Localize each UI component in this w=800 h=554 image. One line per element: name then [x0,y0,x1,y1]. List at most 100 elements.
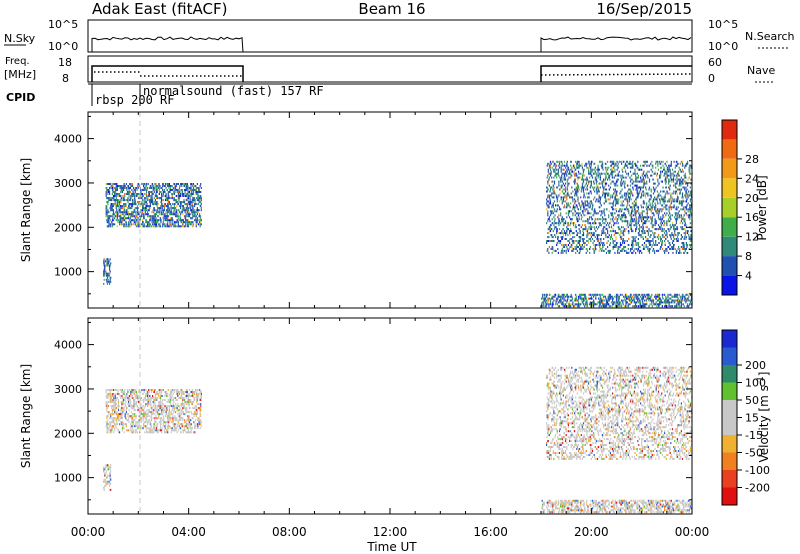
echo-cell [604,296,605,298]
echo-cell [609,244,610,246]
echo-cell [685,224,686,226]
echo-cell [682,179,683,181]
echo-cell [583,303,584,305]
echo-cell [147,211,148,213]
echo-cell [636,212,637,214]
echo-cell [630,300,631,302]
echo-cell [587,222,588,224]
echo-cell [664,228,665,230]
echo-cell [629,177,630,179]
echo-cell [576,240,577,242]
echo-cell [664,198,665,200]
echo-cell [669,198,670,200]
echo-cell [655,218,656,220]
echo-cell [642,173,643,175]
echo-cell [183,193,184,195]
echo-cell [646,298,647,300]
echo-cell [610,305,611,307]
echo-cell [586,167,587,169]
echo-cell [611,226,612,228]
echo-cell [648,305,649,307]
echo-cell [567,171,568,173]
echo-cell [190,189,191,191]
echo-cell [106,395,107,397]
echo-cell [190,221,191,223]
echo-cell [178,193,179,195]
echo-cell [575,300,576,302]
echo-cell [672,214,673,216]
echo-cell [163,211,164,213]
echo-cell [588,183,589,185]
echo-cell [620,216,621,218]
echo-cell [188,209,189,211]
echo-cell [618,210,619,212]
echo-cell [634,218,635,220]
echo-cell [192,185,193,187]
echo-cell [548,171,549,173]
echo-cell [580,303,581,305]
echo-cell [658,195,659,197]
echo-cell [575,175,576,177]
echo-cell [641,179,642,181]
echo-cell [654,250,655,252]
echo-cell [580,246,581,248]
echo-cell [554,214,555,216]
echo-cell [563,298,564,300]
echo-cell [690,167,691,169]
echo-cell [609,252,610,254]
echo-cell [178,209,179,211]
echo-cell [145,189,146,191]
echo-cell [664,175,665,177]
echo-cell [106,281,107,283]
echo-cell [586,300,587,302]
echo-cell [678,179,679,181]
echo-cell [612,214,613,216]
echo-cell [554,175,555,177]
echo-cell [647,246,648,248]
echo-cell [638,298,639,300]
echo-cell [549,185,550,187]
echo-cell [571,218,572,220]
echo-cell [197,203,198,205]
echo-cell [636,294,637,296]
echo-cell [591,228,592,230]
echo-cell [178,225,179,227]
echo-cell [598,198,599,200]
echo-cell [610,202,611,204]
echo-cell [167,217,168,219]
echo-cell [124,197,125,199]
echo-cell [643,177,644,179]
echo-cell [159,213,160,215]
echo-cell [605,175,606,177]
echo-cell [636,210,637,212]
echo-cell [546,300,547,302]
echo-cell [190,207,191,209]
echo-cell [106,477,107,479]
echo-cell [155,195,156,197]
echo-cell [104,267,105,269]
echo-cell [196,189,197,191]
echo-cell [159,209,160,211]
echo-cell [661,181,662,183]
echo-cell [622,177,623,179]
echo-cell [138,223,139,225]
echo-cell [586,183,587,185]
echo-cell [575,226,576,228]
echo-cell [577,218,578,220]
echo-cell [198,203,199,205]
echo-cell [549,230,550,232]
echo-cell [113,187,114,189]
nsearch-tick-bottom: 10^0 [708,40,738,53]
echo-cell [123,211,124,213]
echo-cell [109,191,110,193]
echo-cell [618,173,619,175]
echo-cell [575,200,576,202]
echo-cell [613,202,614,204]
echo-cell [590,181,591,183]
echo-cell [624,240,625,242]
echo-cell [182,191,183,193]
echo-cell [685,196,686,198]
echo-cell [642,179,643,181]
echo-cell [593,173,594,175]
echo-cell [603,181,604,183]
